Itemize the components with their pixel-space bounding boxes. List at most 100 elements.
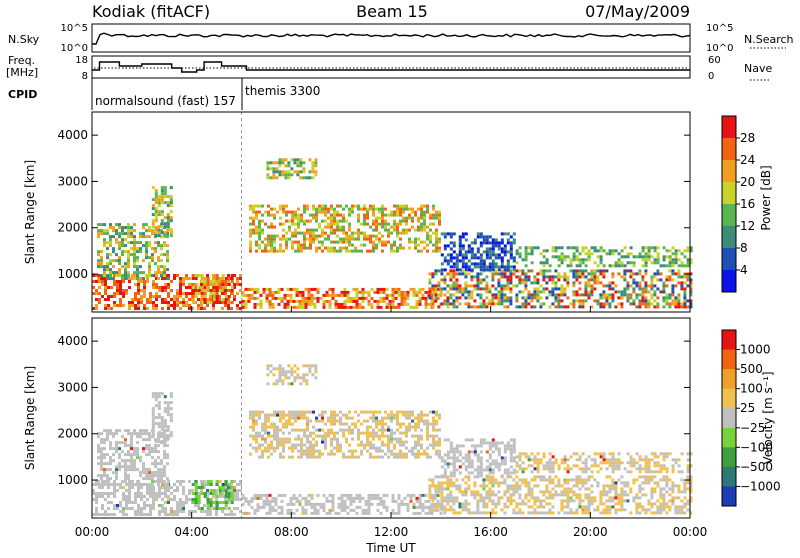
heat-cell (278, 370, 281, 373)
heat-cell (216, 301, 219, 304)
heat-cell (272, 306, 275, 309)
heat-cell (118, 235, 121, 238)
heat-cell (127, 265, 130, 268)
heat-cell (127, 253, 130, 256)
heat-cell (473, 481, 476, 484)
heat-cell (142, 471, 145, 474)
heat-cell (432, 244, 435, 247)
heat-cell (519, 452, 522, 455)
heat-cell (128, 489, 131, 492)
heat-cell (515, 299, 518, 302)
heat-cell (626, 484, 629, 487)
heat-cell (513, 268, 516, 271)
heat-cell (680, 302, 683, 305)
heat-cell (152, 425, 155, 428)
heat-cell (528, 464, 531, 467)
heat-cell (465, 250, 468, 253)
heat-cell (399, 223, 402, 226)
heat-cell (213, 489, 216, 492)
heat-cell (100, 256, 103, 259)
heat-cell (125, 501, 128, 504)
heat-cell (222, 501, 225, 504)
heat-cell (666, 249, 669, 252)
heat-cell (160, 247, 163, 250)
heat-cell (335, 300, 338, 303)
heat-cell (288, 220, 291, 223)
heat-cell (252, 217, 255, 220)
heat-cell (327, 435, 330, 438)
heat-cell (255, 232, 258, 235)
heat-cell (399, 220, 402, 223)
heat-cell (155, 216, 158, 219)
heat-cell (299, 494, 302, 497)
heat-cell (170, 304, 173, 307)
heat-cell (95, 292, 98, 295)
heat-cell (357, 420, 360, 423)
heat-cell (306, 247, 309, 250)
heat-cell (142, 438, 145, 441)
heat-cell (275, 503, 278, 506)
heat-cell (585, 264, 588, 267)
heat-cell (551, 275, 554, 278)
heat-cell (133, 256, 136, 259)
heat-cell (482, 487, 485, 490)
heat-cell (602, 305, 605, 308)
heat-cell (611, 293, 614, 296)
heat-cell (368, 512, 371, 515)
heat-cell (158, 422, 161, 425)
heat-cell (518, 508, 521, 511)
heat-cell (371, 288, 374, 291)
heat-cell (333, 423, 336, 426)
heat-cell (426, 456, 429, 459)
heat-cell (645, 261, 648, 264)
heat-cell (423, 226, 426, 229)
heat-cell (428, 508, 431, 511)
heat-cell (504, 247, 507, 250)
heat-cell (662, 305, 665, 308)
heat-cell (255, 226, 258, 229)
heat-cell (287, 512, 290, 515)
heat-cell (142, 447, 145, 450)
heat-cell (671, 272, 674, 275)
heat-cell (347, 300, 350, 303)
heat-cell (509, 269, 512, 272)
heat-cell (671, 487, 674, 490)
heat-cell (479, 296, 482, 299)
heat-cell (518, 478, 521, 481)
heat-cell (600, 255, 603, 258)
heat-cell (552, 255, 555, 258)
heat-cell (494, 287, 497, 290)
heat-cell (267, 432, 270, 435)
heat-cell (279, 441, 282, 444)
heat-cell (572, 293, 575, 296)
heat-cell (419, 512, 422, 515)
heat-cell (408, 247, 411, 250)
heat-cell (435, 211, 438, 214)
heat-cell (525, 252, 528, 255)
heat-cell (151, 259, 154, 262)
heat-cell (294, 217, 297, 220)
heat-cell (302, 297, 305, 300)
heat-cell (164, 422, 167, 425)
heat-cell (263, 506, 266, 509)
heat-cell (366, 450, 369, 453)
heat-cell (677, 275, 680, 278)
heat-cell (164, 425, 167, 428)
heat-cell (386, 306, 389, 309)
heat-cell (393, 223, 396, 226)
heat-cell (278, 170, 281, 173)
heat-cell (279, 444, 282, 447)
heat-cell (284, 303, 287, 306)
heat-cell (387, 223, 390, 226)
heat-cell (312, 447, 315, 450)
heat-cell (428, 296, 431, 299)
heat-cell (554, 299, 557, 302)
heat-cell (285, 220, 288, 223)
heat-cell (179, 480, 182, 483)
heat-cell (124, 480, 127, 483)
heat-cell (542, 490, 545, 493)
heat-cell (118, 429, 121, 432)
heat-cell (297, 444, 300, 447)
heat-cell (366, 214, 369, 217)
heat-cell (396, 441, 399, 444)
